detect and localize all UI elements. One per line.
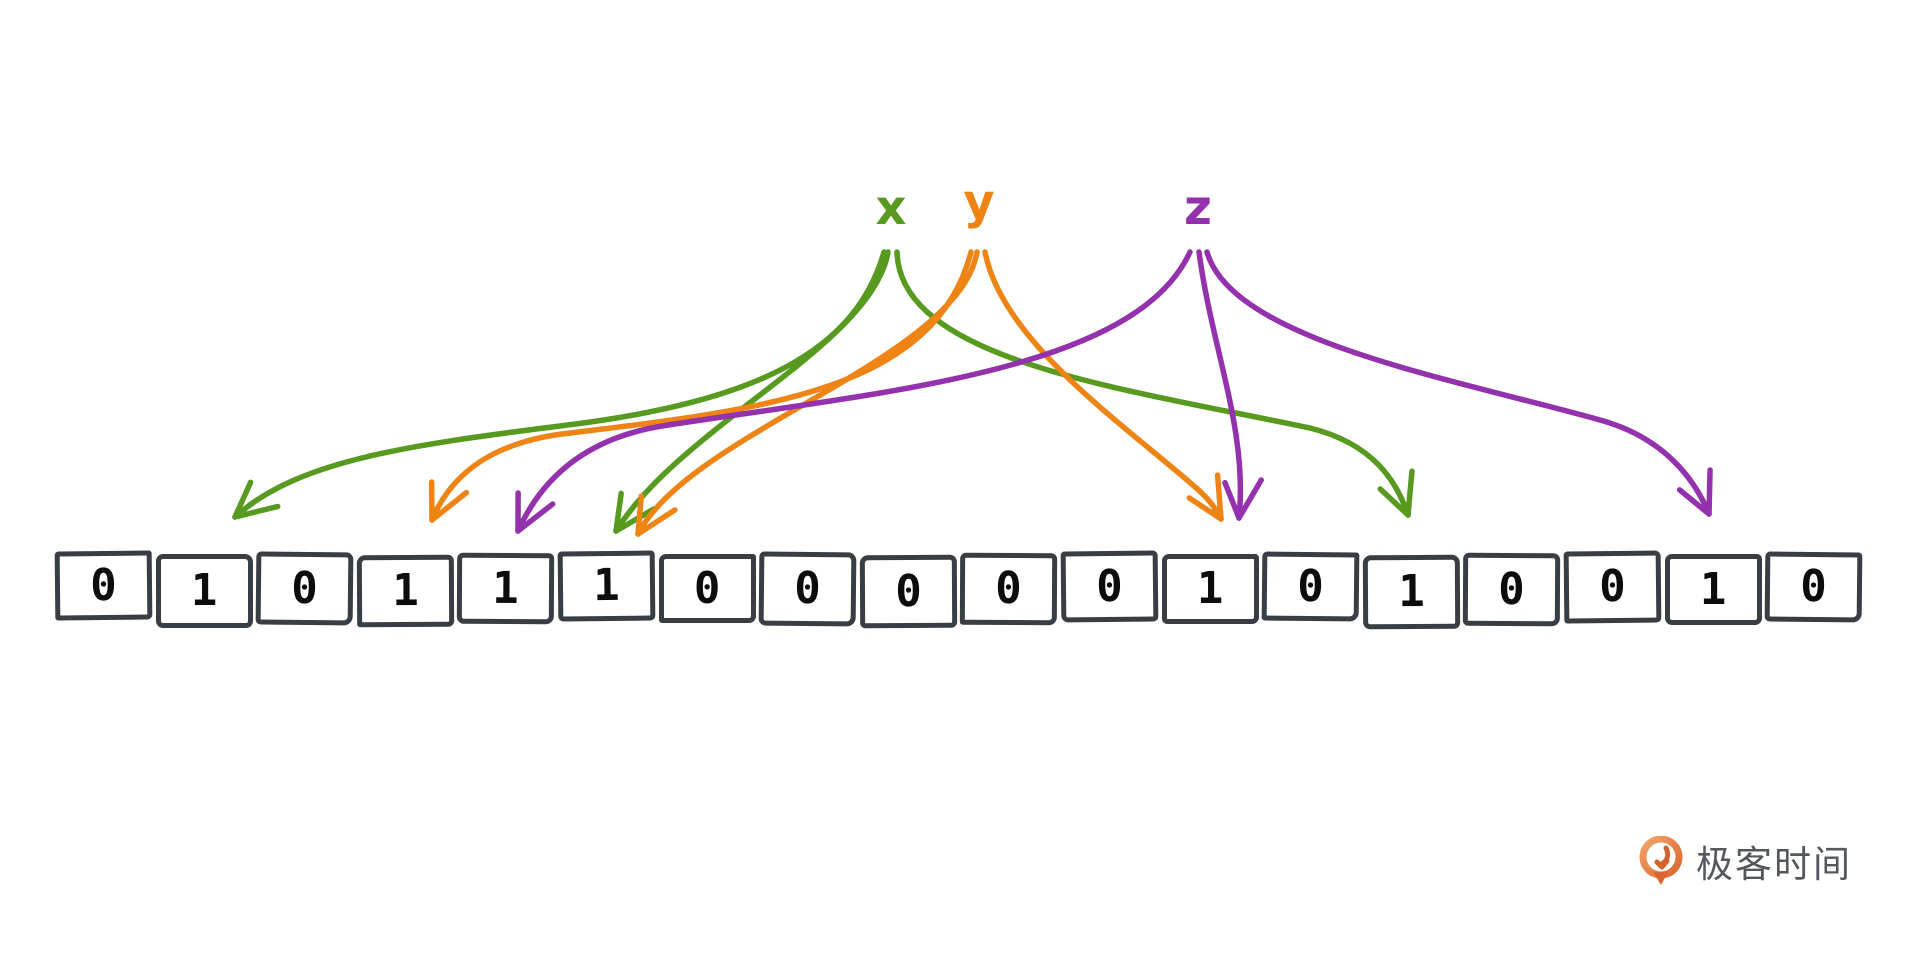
bit-value: 0 <box>894 565 922 617</box>
bit-value: 0 <box>1095 560 1124 612</box>
bit-value: 0 <box>794 562 822 615</box>
bit-value: 0 <box>1800 560 1828 613</box>
bit-cell: 1 <box>356 554 454 628</box>
hash-arrow-y-3 <box>428 249 974 523</box>
bit-cell: 1 <box>1161 554 1259 624</box>
bit-cell: 0 <box>1764 551 1863 623</box>
hash-input-label-y: y <box>963 174 995 230</box>
bit-cell: 0 <box>54 550 153 621</box>
bit-cell: 0 <box>1463 552 1561 627</box>
hash-input-label-x: x <box>875 180 907 236</box>
bit-cell: 0 <box>859 554 957 629</box>
bit-value: 1 <box>1397 565 1425 618</box>
bit-value: 1 <box>1699 563 1727 615</box>
bit-value: 0 <box>1498 563 1526 615</box>
bit-cell: 1 <box>1362 554 1460 630</box>
bit-value: 0 <box>89 559 118 611</box>
bit-value: 1 <box>391 564 419 617</box>
bit-value: 1 <box>1196 563 1224 614</box>
bit-cell: 0 <box>255 551 354 626</box>
bit-value: 0 <box>1297 560 1325 612</box>
bit-cell: 0 <box>758 551 857 627</box>
hash-arrow-y-11 <box>982 249 1224 522</box>
bit-cell: 0 <box>1563 550 1662 624</box>
watermark-text: 极客时间 <box>1696 843 1852 886</box>
geektime-logo-icon <box>1639 836 1683 885</box>
hash-arrow-z-4 <box>515 249 1193 534</box>
bit-cell: 1 <box>155 554 253 628</box>
hash-arrow-x-5 <box>613 249 891 534</box>
bit-cell: 1 <box>1664 554 1762 625</box>
watermark: 极客时间 <box>1638 834 1852 888</box>
bit-cell: 0 <box>960 552 1058 626</box>
bit-value: 0 <box>995 562 1023 615</box>
bit-value: 0 <box>693 562 721 614</box>
bit-value: 1 <box>190 565 218 616</box>
bit-cell: 0 <box>1261 551 1360 622</box>
hash-input-label-z: z <box>1184 180 1212 236</box>
bit-value: 0 <box>1598 560 1627 613</box>
hash-arrow-z-11 <box>1196 249 1264 521</box>
bit-cell: 0 <box>1060 550 1159 623</box>
hash-arrow-z-16 <box>1204 249 1713 517</box>
bit-value: 0 <box>291 562 319 614</box>
bit-cell: 1 <box>557 550 656 622</box>
bit-value: 1 <box>592 559 621 612</box>
bit-value: 1 <box>492 562 520 614</box>
hash-arrow-y-5 <box>635 249 980 537</box>
bit-cell: 0 <box>658 554 756 623</box>
bit-cell: 1 <box>457 552 555 625</box>
